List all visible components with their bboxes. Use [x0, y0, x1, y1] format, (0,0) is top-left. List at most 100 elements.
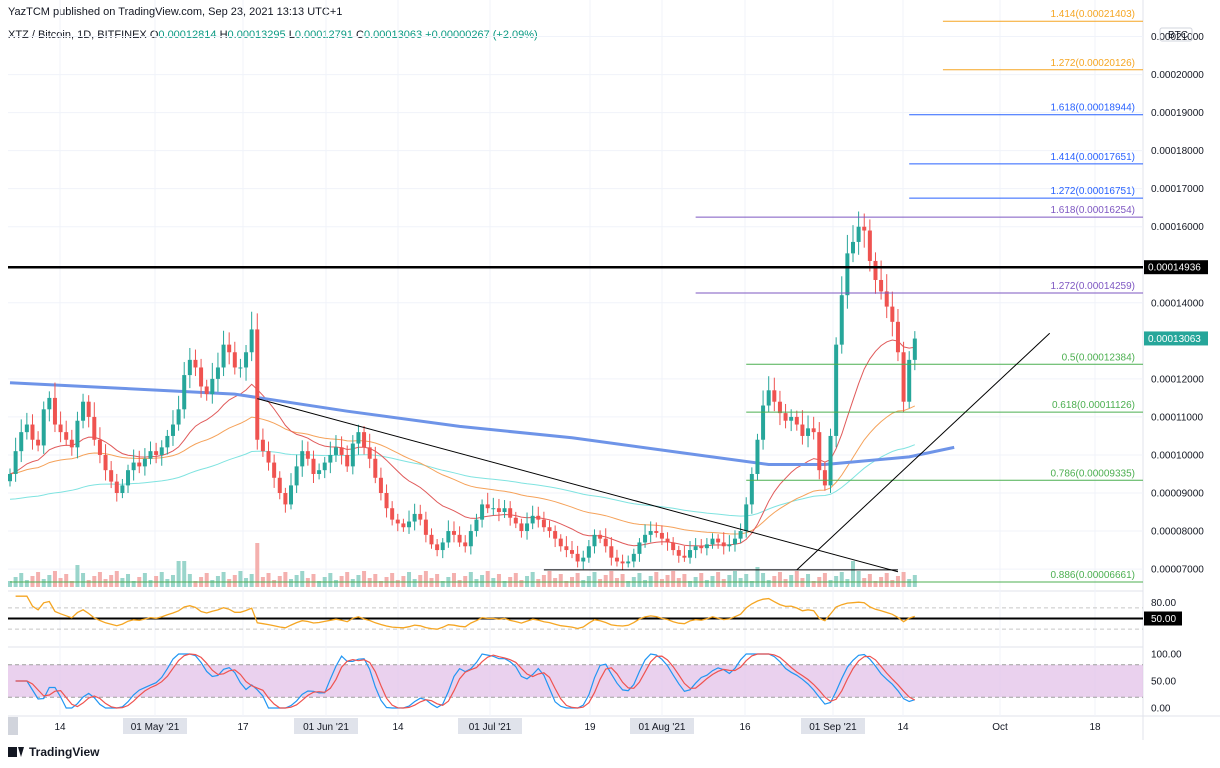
- stoch-d-line: [15, 653, 916, 709]
- candle-body: [614, 557, 619, 562]
- candle-body: [244, 352, 249, 368]
- candle-body: [154, 451, 159, 455]
- volume-bar: [69, 581, 74, 587]
- candle-body: [232, 352, 237, 368]
- rsi-tick-label: 80.00: [1151, 598, 1176, 609]
- candle-body: [834, 344, 839, 436]
- fib-level-label: 0.618(0.00011126): [1052, 400, 1135, 411]
- volume-bar: [41, 579, 46, 587]
- candle-body: [131, 462, 136, 471]
- volume-bar: [182, 561, 187, 587]
- candle-body: [654, 531, 659, 533]
- candle-body: [800, 424, 805, 436]
- candle-body: [451, 531, 456, 535]
- volume-bar: [575, 573, 580, 587]
- volume-bar: [148, 580, 153, 587]
- volume-bar: [637, 573, 642, 587]
- y-tick-label: 0.00014000: [1151, 298, 1204, 309]
- candle-body: [311, 458, 316, 474]
- volume-bar: [131, 581, 136, 587]
- candle-body: [704, 544, 709, 549]
- time-label-box: [801, 718, 865, 734]
- candle-body: [362, 432, 367, 448]
- resistance-tag: [1144, 260, 1208, 275]
- candle-body: [676, 550, 681, 556]
- candle-body: [317, 470, 322, 474]
- candle-body: [525, 523, 530, 532]
- candle-body: [777, 401, 782, 414]
- volume-bar: [367, 578, 372, 587]
- candle-body: [305, 451, 310, 459]
- candle-body: [328, 454, 333, 463]
- volume-bar: [704, 580, 709, 587]
- fib-level-label: 1.272(0.00016751): [1050, 186, 1135, 197]
- volume-bar: [58, 578, 63, 587]
- tradingview-logo[interactable]: TradingView: [8, 745, 99, 759]
- descending-trendline: [257, 398, 899, 573]
- volume-bar: [272, 580, 277, 587]
- candle-body: [592, 534, 597, 547]
- volume-bar: [912, 575, 917, 587]
- volume-bar: [64, 574, 69, 587]
- volume-bar: [592, 572, 597, 587]
- candle-body: [142, 458, 147, 467]
- ema20-line: [9, 339, 915, 547]
- volume-bar: [170, 575, 175, 587]
- candle-body: [429, 534, 434, 545]
- candle-body: [350, 443, 355, 467]
- x-tick-label: 01 Jul '21: [469, 722, 512, 733]
- volume-bar: [828, 580, 833, 587]
- volume-bar: [412, 579, 417, 587]
- candle-body: [210, 378, 215, 395]
- candle-body: [69, 439, 74, 448]
- volume-bar: [19, 573, 24, 587]
- candle-body: [474, 519, 479, 532]
- volume-bar: [777, 572, 782, 587]
- x-tick-label: 18: [1089, 722, 1101, 733]
- ascending-trendline: [796, 332, 1051, 571]
- volume-bar: [24, 580, 29, 587]
- volume-bar: [491, 578, 496, 587]
- candle-body: [794, 416, 799, 425]
- volume-bar: [496, 574, 501, 587]
- volume-bar: [783, 579, 788, 587]
- y-tick-label: 0.00018000: [1151, 146, 1204, 157]
- candle-body: [547, 527, 552, 532]
- candle-body: [884, 291, 889, 307]
- volume-bar: [193, 581, 198, 587]
- candle-body: [81, 401, 86, 421]
- volume-bar: [440, 581, 445, 587]
- candle-body: [811, 428, 816, 433]
- candle-body: [839, 295, 844, 345]
- volume-bar: [36, 572, 41, 587]
- volume-bar: [822, 573, 827, 587]
- volume-bar: [176, 561, 181, 587]
- candle-body: [564, 546, 569, 551]
- candle-body: [536, 515, 541, 520]
- candle-body: [570, 550, 574, 554]
- symbol-title: XTZ / Bitcoin, 1D, BITFINEX: [8, 29, 147, 41]
- volume-bar: [221, 572, 226, 587]
- volume-bar: [856, 571, 861, 587]
- candle-body: [744, 504, 749, 532]
- volume-bar: [81, 573, 86, 587]
- candle-body: [530, 515, 535, 524]
- time-label-box: [630, 718, 694, 734]
- volume-bar: [659, 579, 664, 587]
- volume-bar: [255, 543, 260, 587]
- volume-bar: [227, 579, 232, 587]
- candle-body: [322, 462, 327, 471]
- volume-bar: [744, 574, 749, 587]
- volume-bar: [390, 573, 395, 587]
- fib-level-label: 1.414(0.00017651): [1050, 152, 1135, 163]
- candle-body: [817, 432, 822, 471]
- candle-body: [671, 542, 676, 551]
- volume-bar: [126, 574, 131, 587]
- volume-bar: [901, 572, 906, 587]
- candle-body: [513, 517, 518, 524]
- volume-bar: [862, 578, 867, 587]
- volume-bar: [761, 573, 766, 587]
- volume-bar: [204, 573, 209, 587]
- volume-bar: [333, 580, 338, 587]
